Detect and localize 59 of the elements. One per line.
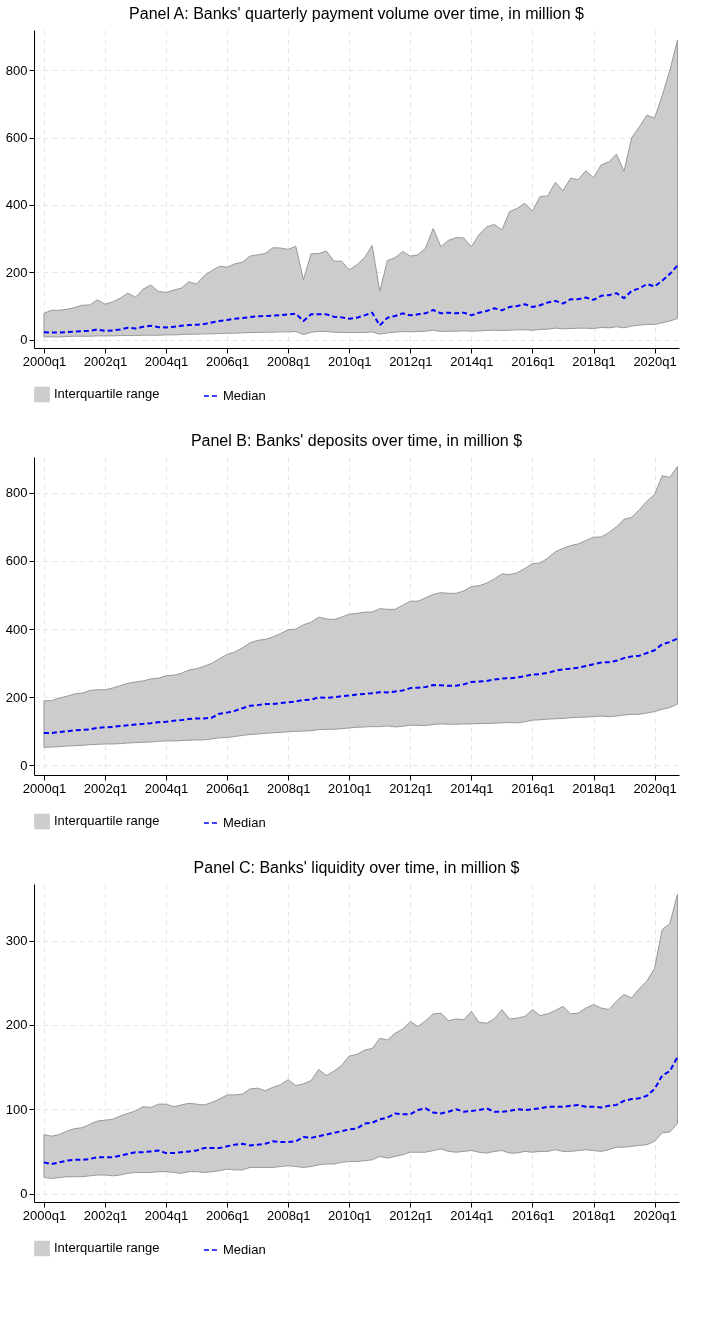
x-tick-label: 2006q1 [205,1207,250,1223]
text: Interquartile range [54,386,160,402]
x-tick-label: 2020q1 [633,353,677,369]
x-tick-label: 2012q1 [389,780,433,796]
y-tick-label: 0 [20,332,28,348]
text: Interquartile range [54,1240,160,1256]
x-tick-label: 2018q1 [572,1207,616,1223]
y-tick-label: 600 [5,553,28,569]
x-tick-label: 2020q1 [633,780,677,796]
x-tick-label: 2010q1 [328,353,372,369]
line-series [42,637,679,735]
x-tick-label: 2012q1 [389,1207,433,1223]
x-tick-label: 2004q1 [144,353,189,369]
x-tick-label: 2006q1 [205,780,250,796]
x-tick-label: 2020q1 [633,1207,677,1223]
x-tick-label: 2002q1 [83,353,128,369]
x-tick-label: 2018q1 [572,780,616,796]
x-tick-label: 2014q1 [450,1207,494,1223]
legend-label: Median [223,815,266,830]
x-tick-label: 2004q1 [144,1207,189,1223]
y-tick-label: 400 [5,197,28,213]
line-series [42,1055,679,1166]
x-tick-label: 2008q1 [266,353,311,369]
y-tick-label: 200 [5,264,28,280]
chart-title: Panel C: Banks' liquidity over time, in million $ [193,859,520,876]
y-tick-label: 300 [5,933,28,949]
x-tick-label: 2014q1 [450,353,494,369]
x-tick-label: 2006q1 [205,353,250,369]
x-tick-label: 2008q1 [266,1207,311,1223]
x-tick-label: 2016q1 [511,780,555,796]
line-series [42,264,679,334]
x-tick-label: 2004q1 [144,780,189,796]
y-tick-label: 0 [20,1186,28,1202]
x-tick-label: 2016q1 [511,1207,555,1223]
y-tick-label: 600 [5,130,28,146]
x-tick-label: 2000q1 [22,1207,67,1223]
chart-title: Panel B: Banks' deposits over time, in million $ [190,432,523,449]
y-tick-label: 800 [5,62,28,78]
x-tick-label: 2016q1 [511,353,555,369]
y-tick-label: 200 [5,1017,28,1033]
y-tick-label: 800 [5,485,28,501]
x-tick-label: 2000q1 [22,353,67,369]
x-tick-label: 2000q1 [22,780,67,796]
text: Interquartile range [54,813,160,829]
x-tick-label: 2002q1 [83,780,128,796]
legend-label: Median [223,388,266,403]
x-tick-label: 2002q1 [83,1207,128,1223]
x-tick-label: 2018q1 [572,353,616,369]
legend-label: Median [223,1242,266,1257]
x-tick-label: 2008q1 [266,780,311,796]
x-tick-label: 2010q1 [328,1207,372,1223]
y-tick-label: 200 [5,689,28,705]
y-tick-label: 100 [5,1101,28,1117]
chart-title: Panel A: Banks' quarterly payment volume over time, in million $ [129,5,585,22]
y-tick-label: 0 [20,757,28,773]
y-tick-label: 400 [5,621,28,637]
x-tick-label: 2010q1 [328,780,372,796]
x-tick-label: 2012q1 [389,353,433,369]
x-tick-label: 2014q1 [450,780,494,796]
